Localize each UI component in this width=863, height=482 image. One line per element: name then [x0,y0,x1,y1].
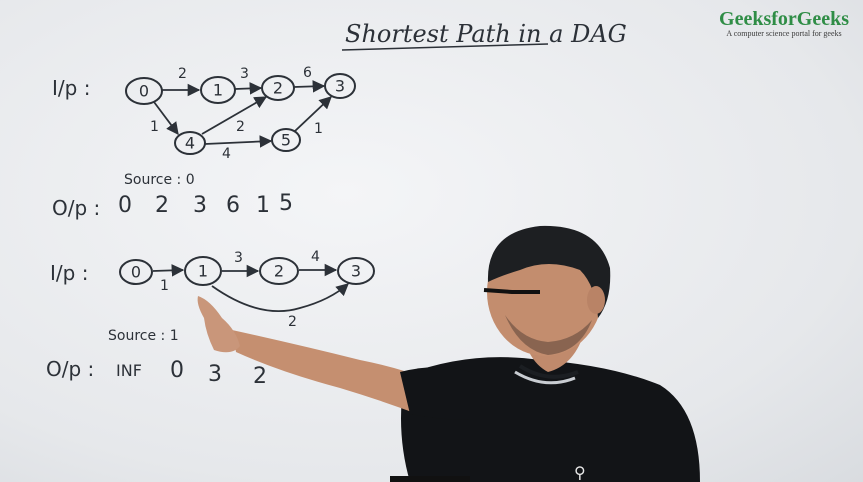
ex1-weight-2-3: 6 [303,65,312,81]
ex2-output-2: 3 [208,362,222,387]
ex2-weight-0-1: 1 [160,278,169,294]
svg-text:3: 3 [335,77,345,96]
geeksforgeeks-logo: GeeksforGeeks A computer science portal … [719,8,849,38]
ex1-weight-1-2: 3 [240,66,249,82]
ex1-output-label: O/p : [52,196,100,220]
ex1-source: Source : 0 [124,172,195,188]
ex1-output-2: 3 [193,193,207,218]
logo-brand-text: GeeksforGeeks [719,8,849,30]
ex2-weight-1-2: 3 [234,250,243,266]
title-underline [341,43,549,51]
ex1-edge-4-5 [204,135,273,148]
svg-text:5: 5 [281,131,291,150]
ex2-input-label: I/p : [50,261,88,285]
ex2-node-3: 3 [337,257,375,285]
ex1-node-1: 1 [200,76,236,104]
ex2-edge-1-3 [211,283,349,312]
svg-text:4: 4 [185,134,195,153]
ex1-output-1: 2 [155,193,169,218]
board-title: Shortest Path in a DAG [345,20,627,48]
ex1-weight-4-5: 4 [222,146,231,162]
ex2-source: Source : 1 [108,328,179,344]
ex2-edge-0-1 [152,264,185,277]
svg-text:0: 0 [131,263,141,282]
ex1-output-3: 6 [226,193,240,218]
svg-text:⚲: ⚲ [574,463,586,482]
svg-text:2: 2 [274,262,284,281]
ex2-weight-2-3: 4 [311,249,320,265]
ex1-edge-5-3 [294,96,332,132]
ex1-weight-0-1: 2 [178,66,187,82]
ex2-weight-1-3: 2 [288,314,297,330]
ex1-edge-1-2 [234,82,263,95]
svg-text:0: 0 [139,82,149,101]
ex1-edge-4-2 [201,96,268,135]
ex2-node-2: 2 [259,257,299,285]
ex1-output-5: 5 [279,191,293,216]
ex1-weight-5-3: 1 [314,121,323,137]
ex1-output-4: 1 [256,193,270,218]
svg-text:2: 2 [273,79,283,98]
ex1-edge-0-4 [153,101,179,136]
logo-tagline: A computer science portal for geeks [726,29,842,38]
svg-text:1: 1 [198,262,208,281]
ex1-edge-2-3 [293,80,326,93]
ex1-input-label: I/p : [52,76,90,100]
svg-text:1: 1 [213,81,223,100]
ex1-weight-4-2: 2 [236,119,245,135]
ex2-output-0: INF [116,361,142,380]
ex1-node-4: 4 [174,131,206,155]
ex1-node-3: 3 [324,73,356,99]
ex2-node-1: 1 [184,256,222,286]
ex1-output-0: 0 [118,193,132,218]
presenter: ⚲ [197,225,700,482]
ex2-output-label: O/p : [46,357,94,381]
ex1-node-0: 0 [125,77,163,105]
ex2-output-3: 2 [253,364,267,389]
ex1-node-2: 2 [261,75,295,101]
ex2-node-0: 0 [119,259,153,285]
ex1-node-5: 5 [271,128,301,152]
ex2-output-1: 0 [170,358,184,383]
svg-text:3: 3 [351,262,361,281]
ex1-weight-0-4: 1 [150,119,159,135]
video-progress-marker [390,476,470,482]
